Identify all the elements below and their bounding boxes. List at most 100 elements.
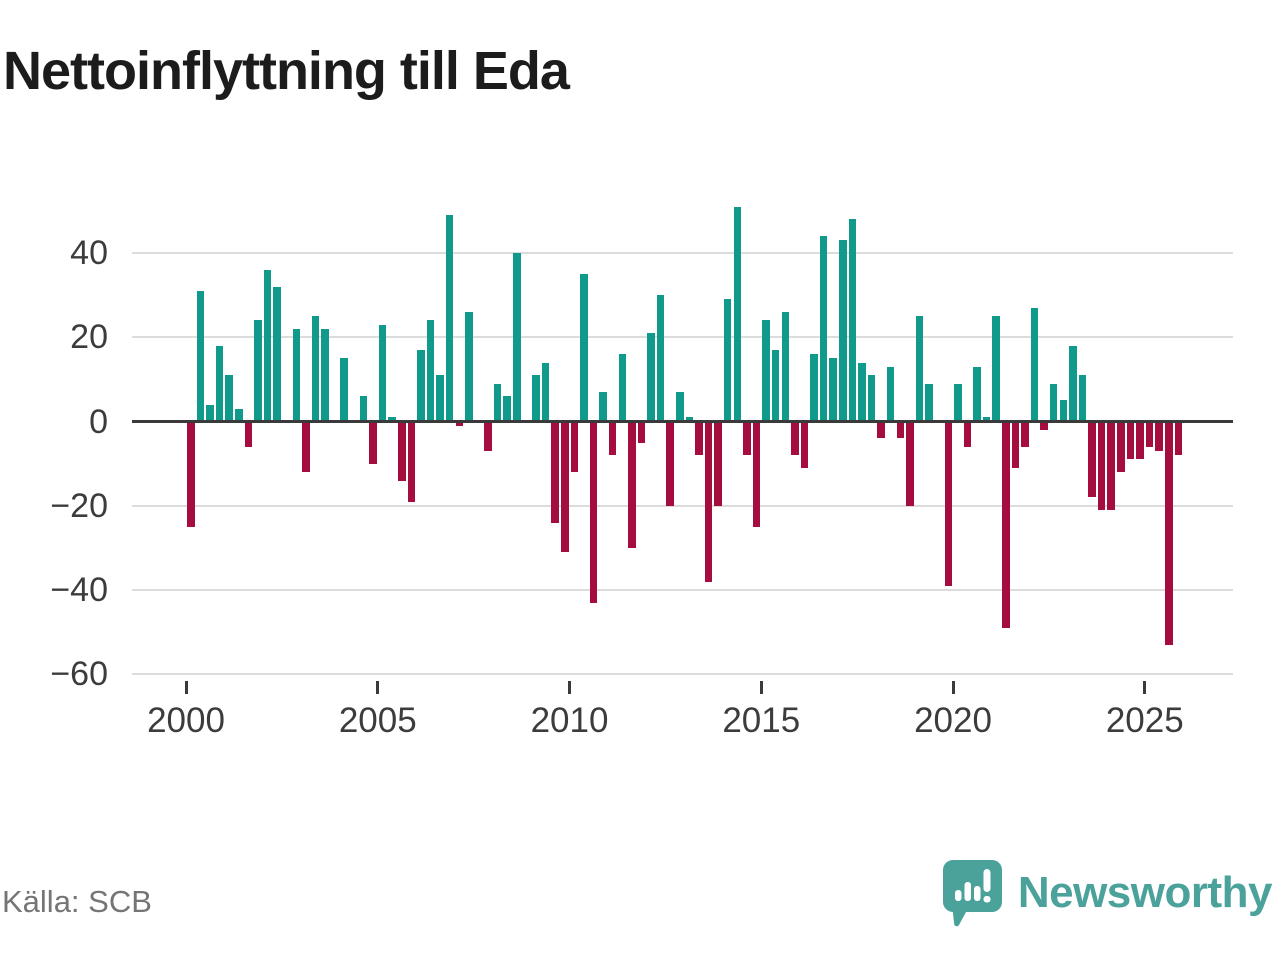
bar-2022-q3 <box>1049 383 1058 422</box>
bar-2017-q3 <box>858 362 866 422</box>
bar-2024-q1 <box>1107 421 1115 510</box>
bar-2023-q1 <box>1069 345 1077 422</box>
x-axis-tick-label: 2015 <box>722 701 801 740</box>
bar-2010-q4 <box>599 392 607 422</box>
bar-2024-q2 <box>1117 421 1125 473</box>
bar-2016-q4 <box>829 358 837 422</box>
bar-2025-q1 <box>1145 421 1154 447</box>
gridline <box>132 504 1233 507</box>
bar-2015-q2 <box>771 349 780 422</box>
bar-2008-q1 <box>493 383 502 422</box>
bar-2000-q4 <box>215 345 224 422</box>
bar-2024-q3 <box>1126 421 1135 460</box>
bar-2014-q2 <box>733 206 741 422</box>
bar-2007-q1 <box>455 421 463 426</box>
bar-2002-q1 <box>263 269 272 422</box>
bar-2011-q2 <box>618 354 626 422</box>
bar-2014-q4 <box>752 421 761 527</box>
bar-2022-q1 <box>1030 307 1039 422</box>
bar-2011-q4 <box>637 421 646 443</box>
bar-2021-q3 <box>1011 421 1020 468</box>
x-axis-tick-label: 2010 <box>530 701 609 740</box>
bar-2003-q1 <box>302 421 310 473</box>
bar-2012-q1 <box>647 333 655 422</box>
bar-2017-q2 <box>848 219 857 422</box>
bar-2005-q3 <box>398 421 406 481</box>
bar-2009-q4 <box>561 421 569 553</box>
bar-2020-q3 <box>973 366 981 422</box>
bar-2020-q1 <box>954 383 962 422</box>
bar-2008-q2 <box>503 396 511 422</box>
bar-2002-q4 <box>292 328 300 422</box>
bar-2020-q4 <box>982 417 991 422</box>
bar-2004-q1 <box>340 358 348 422</box>
y-axis-tick-label: 40 <box>70 233 108 272</box>
bar-2016-q1 <box>800 421 809 468</box>
bar-2015-q1 <box>762 320 770 422</box>
bar-2016-q3 <box>819 236 828 422</box>
bar-2018-q4 <box>906 421 914 506</box>
bar-2000-q3 <box>206 404 214 422</box>
bar-2006-q3 <box>436 375 444 422</box>
bar-2013-q2 <box>695 421 703 456</box>
x-axis-tick <box>759 681 763 694</box>
bar-2006-q4 <box>445 215 454 422</box>
bar-2004-q4 <box>369 421 377 464</box>
bar-2015-q3 <box>781 311 789 422</box>
bar-2009-q1 <box>532 375 540 422</box>
gridline <box>132 673 1233 676</box>
bar-2004-q3 <box>359 396 368 422</box>
bar-2009-q3 <box>551 421 559 523</box>
bar-2023-q4 <box>1097 421 1106 510</box>
zero-axis-line <box>132 420 1233 423</box>
bar-2021-q2 <box>1002 421 1010 628</box>
bar-2022-q2 <box>1040 421 1048 430</box>
y-axis-tick-label: 0 <box>89 402 108 441</box>
y-axis-tick-label: 20 <box>70 318 108 357</box>
bar-2012-q2 <box>656 295 665 422</box>
bar-2002-q2 <box>273 286 281 422</box>
bar-2025-q3 <box>1165 421 1173 645</box>
bar-2023-q3 <box>1088 421 1096 498</box>
bar-2014-q1 <box>723 299 732 422</box>
bar-2024-q4 <box>1136 421 1144 460</box>
bar-2000-q2 <box>196 290 205 422</box>
bar-2013-q1 <box>685 417 694 422</box>
source-label: Källa: SCB <box>2 884 152 919</box>
x-axis-tick <box>376 681 380 694</box>
bar-2018-q3 <box>896 421 904 439</box>
bar-2018-q1 <box>877 421 885 439</box>
bar-2021-q1 <box>992 316 1000 422</box>
bar-2013-q4 <box>714 421 722 506</box>
bar-2012-q3 <box>666 421 674 506</box>
newsworthy-brand: Newsworthy <box>942 858 1273 928</box>
bar-2011-q3 <box>628 421 636 548</box>
bar-2019-q4 <box>944 421 952 586</box>
y-axis-tick-label: −40 <box>50 571 108 610</box>
bar-2005-q2 <box>388 417 396 422</box>
bar-2013-q3 <box>704 421 713 582</box>
gridline <box>132 251 1233 254</box>
x-axis-tick <box>951 681 955 694</box>
bar-2005-q1 <box>378 324 387 422</box>
bar-2025-q2 <box>1155 421 1163 451</box>
bar-2007-q2 <box>465 311 473 422</box>
bar-2000-q1 <box>187 421 195 527</box>
bar-2025-q4 <box>1174 421 1183 456</box>
bar-2006-q2 <box>426 320 435 422</box>
y-axis-tick-label: −20 <box>50 486 108 525</box>
bar-2001-q3 <box>244 421 253 447</box>
x-axis-tick-label: 2000 <box>147 701 225 740</box>
bar-2006-q1 <box>417 349 425 422</box>
bar-2019-q1 <box>915 316 924 422</box>
x-axis-tick-label: 2025 <box>1105 701 1184 740</box>
x-axis-tick <box>1143 681 1147 694</box>
bar-2008-q3 <box>513 252 521 422</box>
bar-2018-q2 <box>886 366 895 422</box>
gridline <box>132 589 1233 592</box>
x-axis-tick-label: 2005 <box>338 701 417 740</box>
bar-2015-q4 <box>791 421 799 456</box>
bar-2001-q1 <box>225 375 233 422</box>
bar-2014-q3 <box>743 421 751 456</box>
